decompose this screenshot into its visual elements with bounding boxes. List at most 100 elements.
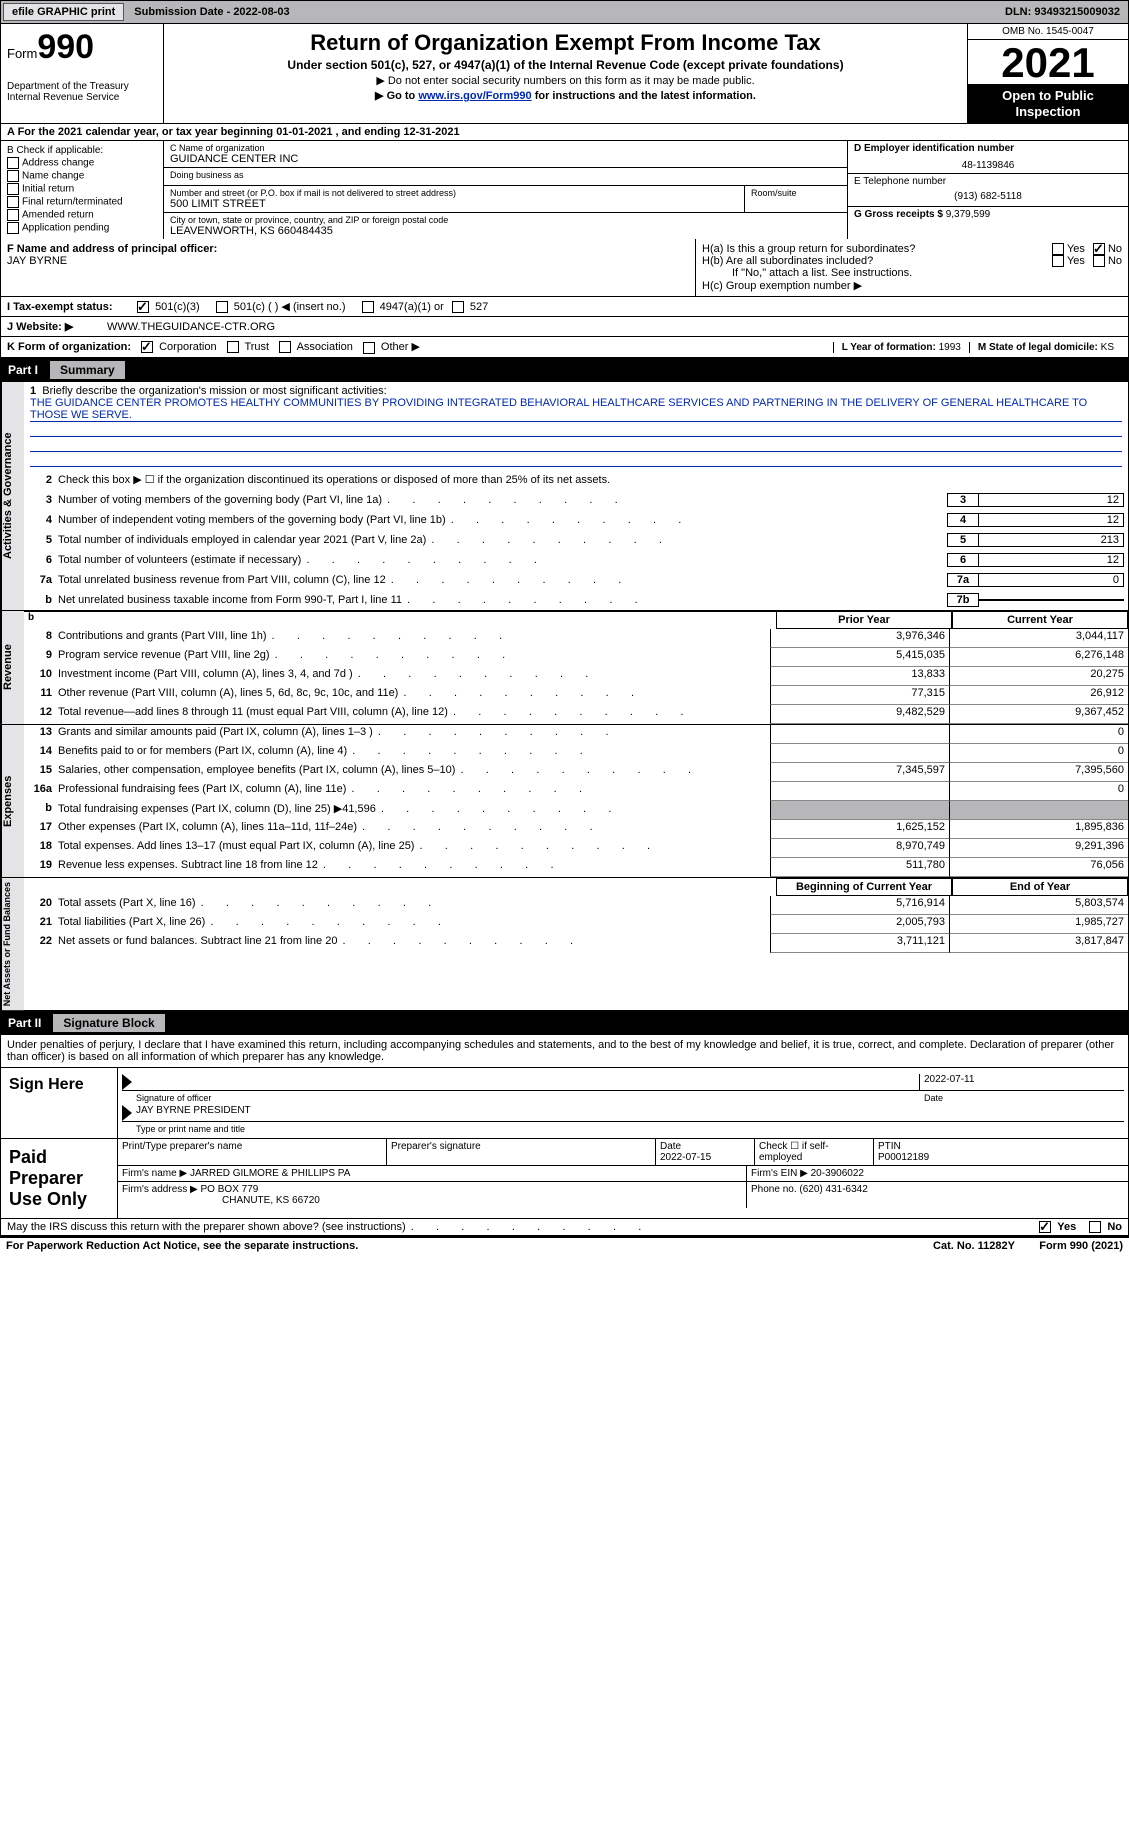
paperwork-notice: For Paperwork Reduction Act Notice, see … <box>6 1240 358 1252</box>
dept-treasury: Department of the Treasury <box>7 81 157 92</box>
open-to-public: Open to Public Inspection <box>968 84 1128 123</box>
side-revenue: Revenue <box>1 611 24 724</box>
chk-4947[interactable]: 4947(a)(1) or <box>362 301 444 313</box>
net-line-21: 21Total liabilities (Part X, line 26)2,0… <box>24 915 1128 934</box>
hdr-prior-year: Prior Year <box>776 611 952 629</box>
revenue-header: b Prior Year Current Year <box>24 611 1128 629</box>
chk-initial-return[interactable]: Initial return <box>7 183 157 195</box>
exp-line-16a: 16aProfessional fundraising fees (Part I… <box>24 782 1128 801</box>
chk-application-pending[interactable]: Application pending <box>7 222 157 234</box>
h-b-label: H(b) Are all subordinates included? <box>702 255 1052 267</box>
tel-label: E Telephone number <box>854 176 1122 187</box>
tel: (913) 682-5118 <box>854 187 1122 202</box>
form-subtitle: Under section 501(c), 527, or 4947(a)(1)… <box>170 58 961 72</box>
rev-line-10: 10Investment income (Part VIII, column (… <box>24 667 1128 686</box>
chk-trust[interactable]: Trust <box>227 341 270 353</box>
paid-preparer-label: Paid Preparer Use Only <box>1 1139 118 1218</box>
chk-amended-return[interactable]: Amended return <box>7 209 157 221</box>
prep-name-label: Print/Type preparer's name <box>118 1139 387 1165</box>
net-line-22: 22Net assets or fund balances. Subtract … <box>24 934 1128 953</box>
rev-line-11: 11Other revenue (Part VIII, column (A), … <box>24 686 1128 705</box>
side-net-assets: Net Assets or Fund Balances <box>1 878 24 1010</box>
officer-name-label: Type or print name and title <box>122 1124 1124 1134</box>
prep-date-cell: Date2022-07-15 <box>656 1139 755 1165</box>
section-c: C Name of organization GUIDANCE CENTER I… <box>164 141 847 239</box>
sign-here-row: Sign Here 2022-07-11 Signature of office… <box>1 1067 1128 1138</box>
chk-association[interactable]: Association <box>279 341 353 353</box>
officer-name: JAY BYRNE <box>7 255 689 267</box>
tax-year: 2021 <box>968 40 1128 84</box>
part-2-header: Part II Signature Block <box>0 1011 1129 1035</box>
exp-line-19: 19Revenue less expenses. Subtract line 1… <box>24 858 1128 877</box>
side-expenses: Expenses <box>1 725 24 877</box>
chk-address-change[interactable]: Address change <box>7 157 157 169</box>
form-prefix: Form <box>7 46 37 61</box>
part-1-expenses: Expenses 13Grants and similar amounts pa… <box>0 725 1129 878</box>
rev-line-12: 12Total revenue—add lines 8 through 11 (… <box>24 705 1128 724</box>
chk-name-change[interactable]: Name change <box>7 170 157 182</box>
chk-other[interactable]: Other ▶ <box>363 340 420 353</box>
h-a-no[interactable]: No <box>1093 243 1122 255</box>
city-label: City or town, state or province, country… <box>170 215 841 225</box>
net-line-20: 20Total assets (Part X, line 16)5,716,91… <box>24 896 1128 915</box>
discuss-no[interactable]: No <box>1089 1221 1122 1233</box>
row-k-form-of-org: K Form of organization: Corporation Trus… <box>0 337 1129 357</box>
prep-sig-label: Preparer's signature <box>387 1139 656 1165</box>
org-name: GUIDANCE CENTER INC <box>170 153 841 165</box>
dba-label: Doing business as <box>170 170 841 180</box>
penalty-text: Under penalties of perjury, I declare th… <box>1 1035 1128 1067</box>
form-note-1: ▶ Do not enter social security numbers o… <box>170 74 961 87</box>
block-bcd: B Check if applicable: Address change Na… <box>0 141 1129 239</box>
part-1-governance: Activities & Governance 1 Briefly descri… <box>0 382 1129 611</box>
gov-line-b: bNet unrelated business taxable income f… <box>24 590 1128 610</box>
chk-501c[interactable]: 501(c) ( ) ◀ (insert no.) <box>216 300 346 313</box>
addr-label: Number and street (or P.O. box if mail i… <box>170 188 738 198</box>
org-name-label: C Name of organization <box>170 143 841 153</box>
section-b: B Check if applicable: Address change Na… <box>1 141 164 239</box>
form-footer: Form 990 (2021) <box>1039 1240 1123 1252</box>
h-b-note: If "No," attach a list. See instructions… <box>702 267 1122 279</box>
part-1-net-assets: Net Assets or Fund Balances Beginning of… <box>0 878 1129 1011</box>
section-f: F Name and address of principal officer:… <box>1 239 695 296</box>
arrow-icon <box>122 1074 132 1090</box>
cat-no: Cat. No. 11282Y <box>933 1240 1015 1252</box>
state-domicile: M State of legal domicile: KS <box>969 342 1122 353</box>
chk-501c3[interactable]: 501(c)(3) <box>137 301 200 313</box>
header-right: OMB No. 1545-0047 2021 Open to Public In… <box>967 24 1128 123</box>
h-a-yes[interactable]: Yes <box>1052 243 1085 255</box>
h-b-yes[interactable]: Yes <box>1052 255 1085 267</box>
hdr-begin-year: Beginning of Current Year <box>776 878 952 896</box>
rev-line-8: 8Contributions and grants (Part VIII, li… <box>24 629 1128 648</box>
signature-block: Under penalties of perjury, I declare th… <box>0 1035 1129 1219</box>
city: LEAVENWORTH, KS 660484435 <box>170 225 841 237</box>
website-link[interactable]: WWW.THEGUIDANCE-CTR.ORG <box>107 321 275 333</box>
gross-label: G Gross receipts $ <box>854 209 943 220</box>
year-formation: L Year of formation: 1993 <box>833 342 969 353</box>
room-label: Room/suite <box>751 188 841 198</box>
efile-button[interactable]: efile GRAPHIC print <box>3 3 124 21</box>
exp-line-14: 14Benefits paid to or for members (Part … <box>24 744 1128 763</box>
chk-527[interactable]: 527 <box>452 301 488 313</box>
firm-name-cell: Firm's name ▶ JARRED GILMORE & PHILLIPS … <box>118 1166 747 1181</box>
exp-line-17: 17Other expenses (Part IX, column (A), l… <box>24 820 1128 839</box>
row-a-calendar-year: A For the 2021 calendar year, or tax yea… <box>0 124 1129 141</box>
irs-discuss-row: May the IRS discuss this return with the… <box>0 1219 1129 1236</box>
gov-line-7a: 7aTotal unrelated business revenue from … <box>24 570 1128 590</box>
part-1-revenue: Revenue b Prior Year Current Year 8Contr… <box>0 611 1129 725</box>
irs-link[interactable]: www.irs.gov/Form990 <box>418 90 531 102</box>
gross-receipts: 9,379,599 <box>946 209 991 220</box>
hdr-current-year: Current Year <box>952 611 1128 629</box>
form-number: 990 <box>37 28 94 66</box>
h-a-label: H(a) Is this a group return for subordin… <box>702 243 1052 255</box>
section-h: H(a) Is this a group return for subordin… <box>695 239 1128 296</box>
paid-preparer-row: Paid Preparer Use Only Print/Type prepar… <box>1 1138 1128 1218</box>
prep-self-emp[interactable]: Check ☐ if self-employed <box>755 1139 874 1165</box>
sig-date: 2022-07-11 <box>919 1074 1124 1090</box>
h-b-no[interactable]: No <box>1093 255 1122 267</box>
sig-officer-label: Signature of officer <box>122 1093 924 1103</box>
chk-final-return[interactable]: Final return/terminated <box>7 196 157 208</box>
officer-label: F Name and address of principal officer: <box>7 243 689 255</box>
form-note-2: ▶ Go to www.irs.gov/Form990 for instruct… <box>170 89 961 102</box>
discuss-yes[interactable]: Yes <box>1039 1221 1076 1233</box>
chk-corporation[interactable]: Corporation <box>141 341 217 353</box>
